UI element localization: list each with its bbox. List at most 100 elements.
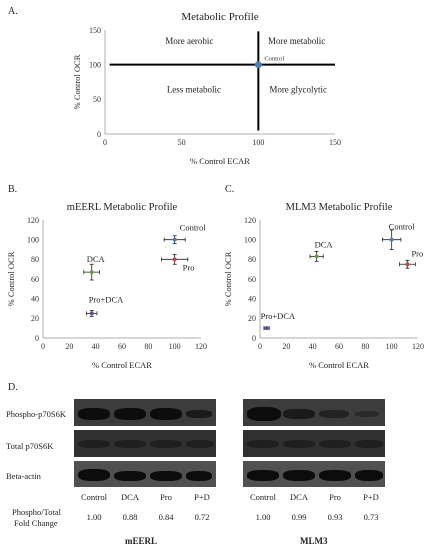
x-tick-label: 40 [92,342,100,351]
blot-band [283,440,315,448]
x-axis-label: % Control ECAR [309,360,369,370]
blot-band [247,470,279,481]
chart-title: Metabolic Profile [181,11,258,23]
x-tick-label: 0 [258,342,262,351]
point-label: Pro+DCA [261,311,296,321]
y-tick-label: 100 [89,60,101,69]
blot-band [78,469,110,481]
y-tick-label: 80 [248,255,256,264]
y-tick-label: 120 [244,216,256,225]
quadrant-label-top-left: More aerobic [165,36,213,46]
lane-label: Pro [329,492,341,502]
point-label: Control [180,223,207,233]
data-point [264,326,269,331]
fold-change-value: 0.93 [327,512,343,522]
x-axis-label: % Control ECAR [92,360,152,370]
y-tick-label: 50 [93,95,101,104]
x-tick-label: 100 [386,342,398,351]
blot-meerl-actin [74,461,216,487]
data-point [405,262,410,267]
blot-meerl-phospho [74,399,216,426]
panel-label-b: B. [8,184,18,195]
blot-band [150,408,182,420]
data-point [172,237,177,242]
blot-band [114,471,146,481]
blot-band [283,470,315,481]
fold-change-value: 1.00 [86,512,102,522]
blot-band [114,408,146,420]
x-axis-label: % Control ECAR [190,156,250,166]
lane-label: P+D [194,492,210,502]
y-tick-label: 20 [248,314,256,323]
y-axis-label: % Control OCR [72,54,82,109]
blot-band [247,440,279,448]
lane-label: DCA [290,492,308,502]
fold-change-value: 0.73 [363,512,379,522]
x-tick-label: 0 [103,138,107,147]
blot-band [319,470,351,481]
x-tick-label: 150 [329,138,341,147]
western-blot-panel: Phospho-p70S6K Total p70S6K Beta-actin [0,395,434,550]
x-tick-label: 60 [335,342,343,351]
x-tick-label: 100 [169,342,181,351]
x-tick-label: 120 [195,342,207,351]
blot-band [150,471,182,481]
blot-band [319,410,349,418]
fold-change-value: 0.99 [291,512,307,522]
point-label: Pro [183,262,195,272]
blot-band [186,440,214,448]
x-tick-label: 50 [178,138,186,147]
fold-change-value: 0.72 [194,512,210,522]
y-tick-label: 0 [252,334,256,343]
data-point [89,311,94,316]
x-tick-label: 20 [65,342,73,351]
chart-meerl-profile: 0 20 40 60 80 100 120 0 20 40 60 80 100 120 mEERL Meta… [6,202,207,370]
chart-mlm3-profile: 0 20 40 60 80 100 120 0 20 40 60 80 100 120 MLM3 Metab… [223,202,424,370]
blot-row-label-actin: Beta-actin [6,471,41,481]
x-tick-label: 120 [412,342,424,351]
blot-mlm3-actin [243,461,385,487]
x-tick-label: 40 [309,342,317,351]
chart-title: mEERL Metabolic Profile [67,202,178,213]
y-tick-label: 60 [248,275,256,284]
x-tick-label: 20 [282,342,290,351]
y-tick-label: 100 [27,235,39,244]
data-point [89,270,94,275]
blot-band [355,440,383,448]
x-tick-label: 0 [41,342,45,351]
point-label: Pro [411,248,423,258]
blot-band [283,409,315,419]
blot-band [355,470,383,481]
lane-label: P+D [363,492,379,502]
lane-label: Control [250,492,276,502]
chart-title: MLM3 Metabolic Profile [286,202,393,213]
y-tick-label: 0 [35,334,39,343]
blot-meerl-total [74,430,216,457]
blot-band [78,408,110,420]
fold-change-value: 1.00 [255,512,271,522]
x-tick-label: 60 [118,342,126,351]
quadrant-label-bottom-right: More glycolytic [269,84,327,94]
fold-change-label-line2: Fold Change [14,518,58,528]
y-tick-label: 0 [97,130,101,139]
blot-band [319,440,351,448]
point-label: DCA [315,239,334,249]
lane-label: Pro [160,492,172,502]
lane-label: Control [81,492,107,502]
panel-label-c: C. [225,184,235,195]
quadrant-label-bottom-left: Less metabolic [167,84,221,94]
point-label: Control [389,222,416,232]
blot-row-label-phospho: Phospho-p70S6K [6,409,66,419]
lane-label: DCA [121,492,139,502]
y-tick-label: 80 [31,255,39,264]
panel-label-d: D. [8,382,18,393]
fold-change-value: 0.84 [158,512,174,522]
y-tick-label: 120 [27,216,39,225]
data-point [254,61,262,69]
chart-metabolic-profile: 0 50 100 150 0 50 100 150 Metabolic Profile % Con… [72,11,341,166]
fold-change-value: 0.88 [122,512,138,522]
blot-band [150,440,182,448]
fold-change-label-line1: Phospho/Total [12,507,61,517]
blot-band [247,407,281,421]
x-tick-label: 100 [252,138,264,147]
